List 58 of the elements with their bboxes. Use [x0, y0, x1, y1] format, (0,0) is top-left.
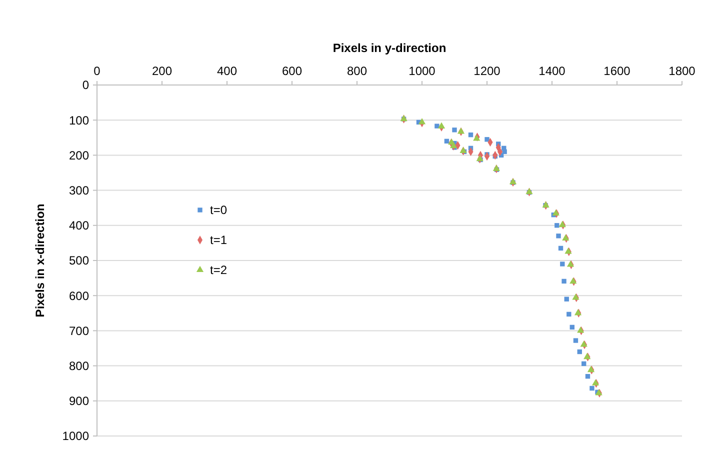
- point: [566, 260, 574, 267]
- point: [564, 248, 572, 254]
- point: [595, 389, 602, 396]
- point: [444, 138, 450, 144]
- x-tick-label: 200: [152, 64, 172, 78]
- point: [572, 294, 580, 300]
- point: [577, 326, 584, 333]
- point: [452, 128, 457, 132]
- point: [492, 164, 500, 171]
- y-tick-label: 200: [68, 148, 90, 162]
- point: [590, 386, 594, 391]
- y-tick-label: 800: [68, 359, 90, 373]
- point: [562, 234, 570, 240]
- point: [564, 296, 569, 302]
- x-tick-label: 1400: [538, 64, 566, 78]
- point: [566, 312, 572, 317]
- y-tick-label: 400: [68, 218, 90, 233]
- x-tick-label: 1800: [668, 64, 696, 78]
- point: [574, 309, 582, 316]
- point: [582, 361, 586, 366]
- point: [592, 379, 600, 386]
- point: [585, 374, 590, 379]
- x-tick-label: 0: [94, 64, 101, 78]
- x-tick-label: 1200: [474, 64, 501, 78]
- y-tick-label: 500: [68, 254, 90, 268]
- point: [573, 338, 578, 343]
- point: [560, 262, 565, 266]
- point: [558, 246, 564, 251]
- x-tick-label: 800: [346, 64, 368, 78]
- x-tick-label: 400: [216, 64, 238, 78]
- point: [562, 278, 566, 284]
- point: [502, 149, 507, 154]
- y-tick-label: 700: [68, 324, 90, 338]
- y-tick-label: 0: [82, 78, 90, 92]
- y-axis-title: Pixels in x-direction: [33, 204, 47, 318]
- point: [580, 340, 588, 347]
- y-tick-label: 600: [68, 288, 90, 303]
- point: [468, 132, 474, 138]
- point: [457, 128, 465, 134]
- x-tick-label: 1600: [604, 64, 631, 78]
- x-tick-label: 1000: [408, 64, 436, 78]
- legend-label: t=0: [210, 203, 228, 218]
- point: [556, 234, 561, 238]
- point: [484, 137, 490, 142]
- y-tick-label: 900: [68, 394, 90, 408]
- point: [577, 349, 582, 354]
- x-tick-label: 600: [282, 64, 302, 78]
- x-axis-title: Pixels in y-direction: [332, 41, 446, 55]
- point: [434, 124, 440, 128]
- y-tick-label: 100: [68, 113, 90, 128]
- point: [418, 118, 426, 124]
- y-tick-label: 300: [68, 184, 90, 198]
- point: [570, 324, 574, 330]
- legend-label: t=2: [210, 263, 228, 278]
- point: [554, 223, 560, 228]
- point: [438, 122, 446, 128]
- legend-label: t=1: [210, 233, 228, 248]
- y-tick-label: 1000: [62, 429, 90, 444]
